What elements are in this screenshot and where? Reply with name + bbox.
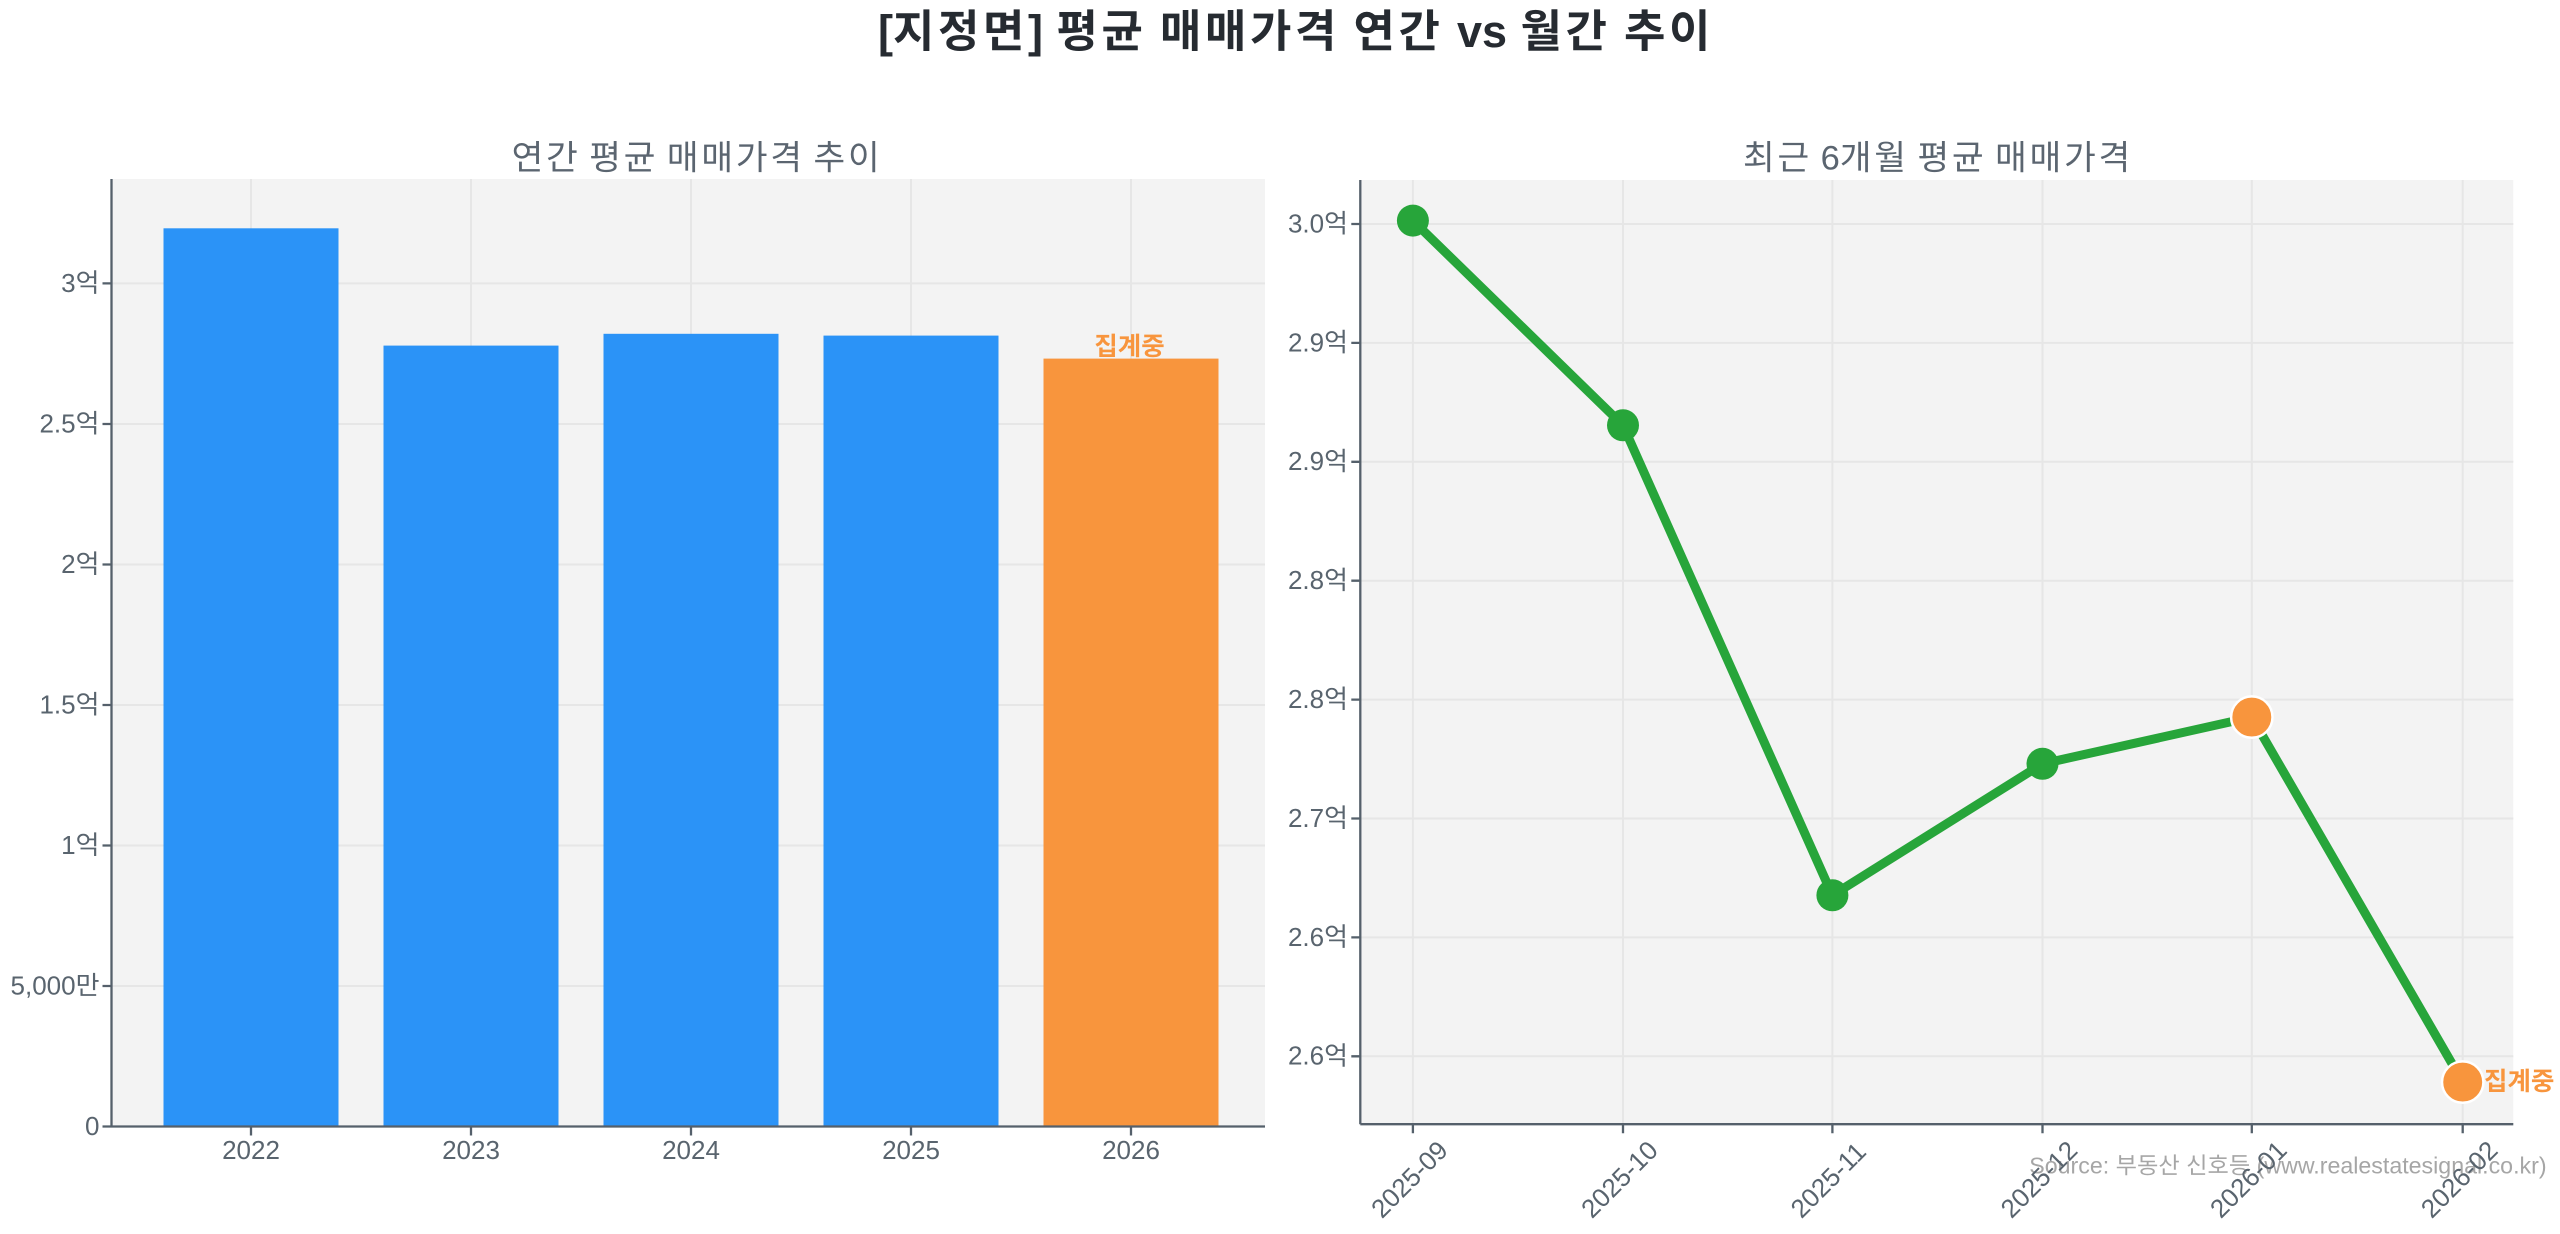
- svg-text:2.8: 2.8: [1288, 565, 1324, 595]
- svg-text:1: 1: [61, 830, 75, 860]
- svg-text:[: [: [878, 6, 893, 57]
- svg-text:2: 2: [61, 549, 75, 579]
- svg-text:2.8: 2.8: [1288, 684, 1324, 714]
- svg-text:2025: 2025: [882, 1135, 940, 1165]
- svg-text:2.7: 2.7: [1288, 803, 1324, 833]
- svg-text:2.9: 2.9: [1288, 446, 1324, 476]
- svg-text:2022: 2022: [222, 1135, 280, 1165]
- svg-text:3: 3: [61, 268, 75, 298]
- svg-text:5,000: 5,000: [11, 970, 76, 1000]
- svg-text:Source:: Source:: [2029, 1153, 2109, 1179]
- svg-text:2.9: 2.9: [1288, 327, 1324, 357]
- svg-text:vs: vs: [1457, 6, 1507, 57]
- svg-text:2.5: 2.5: [39, 408, 75, 438]
- svg-text:2026: 2026: [1102, 1135, 1160, 1165]
- svg-text:(www.realestatesignal.co.kr): (www.realestatesignal.co.kr): [2257, 1153, 2547, 1179]
- svg-text:2.6: 2.6: [1288, 1041, 1324, 1071]
- svg-text:0: 0: [85, 1111, 99, 1141]
- svg-text:3.0: 3.0: [1288, 208, 1324, 238]
- svg-text:2023: 2023: [442, 1135, 500, 1165]
- svg-text:2.6: 2.6: [1288, 922, 1324, 952]
- svg-text:6: 6: [1821, 140, 1840, 178]
- svg-text:1.5: 1.5: [39, 689, 75, 719]
- svg-text:]: ]: [1028, 6, 1043, 57]
- svg-text:2024: 2024: [662, 1135, 720, 1165]
